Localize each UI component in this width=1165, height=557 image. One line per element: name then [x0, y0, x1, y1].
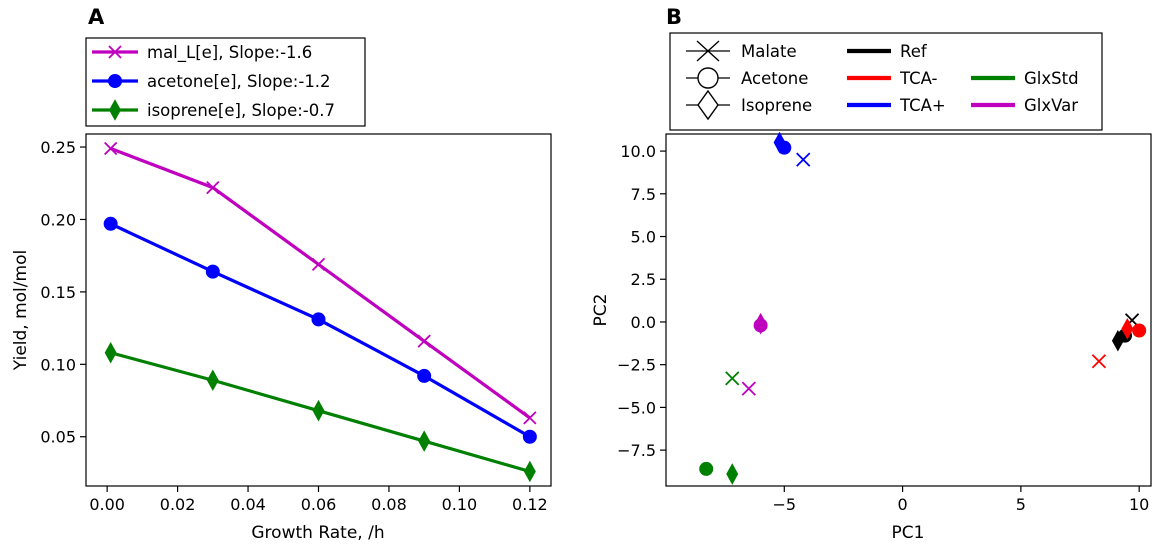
data-point	[523, 460, 536, 483]
legend-label: TCA-	[899, 69, 938, 88]
x-tick-label: 10	[1129, 495, 1149, 514]
legend-marker	[696, 40, 720, 62]
chart-b: −5 0 5 10 −7.5 −5.0 −2.5 0.0 2.5 5.0 7.5 10.0 PC1 P…	[591, 32, 1152, 543]
legend-label: GlxVar	[1024, 96, 1078, 115]
y-tick-label: 0.10	[40, 355, 76, 374]
y-tick-label: 0.25	[40, 138, 76, 157]
data-point	[206, 369, 219, 392]
scatter-point	[1121, 318, 1134, 340]
y-tick-label: 0.0	[631, 313, 656, 332]
data-point	[103, 216, 118, 231]
scatter-point	[1111, 329, 1124, 352]
x-tick-label: 0.04	[230, 495, 266, 514]
scatter-point	[1091, 354, 1107, 369]
legend-marker	[108, 45, 122, 59]
chart-b-x-axis-label: PC1	[892, 523, 925, 543]
scatter-point	[741, 381, 756, 396]
legend-label: Acetone	[741, 69, 808, 88]
scatter-point	[725, 371, 740, 386]
data-point	[523, 411, 537, 425]
data-point	[206, 180, 220, 195]
chart-b-plot-area	[665, 133, 1152, 487]
chart-a-series	[103, 141, 537, 483]
legend-label: TCA+	[899, 96, 946, 115]
x-tick-label: 0.08	[371, 495, 407, 514]
scatter-point	[699, 461, 714, 476]
x-tick-label: 0.00	[89, 495, 125, 514]
y-tick-label: 10.0	[620, 142, 656, 161]
chart-a: 0.00 0.02 0.04 0.06 0.08 0.10 0.12 0.05 0.10 0.15…	[11, 37, 552, 543]
data-point	[104, 141, 118, 156]
chart-b-legend: Malate Acetone Isoprene Ref TCA- TCA+ GlxStd Gl…	[669, 32, 1103, 131]
legend-label: mal_L[e], Slope:-1.6	[147, 43, 312, 63]
panel-a-label: A	[88, 5, 105, 29]
y-tick-label: 0.20	[40, 210, 76, 229]
legend-marker	[108, 74, 122, 88]
scatter-point	[1132, 323, 1147, 338]
data-point	[104, 341, 117, 364]
chart-a-plot-area	[85, 133, 552, 487]
x-tick-label: 5	[1016, 495, 1026, 514]
data-point	[522, 429, 537, 444]
scatter-point	[773, 131, 786, 154]
y-tick-label: 0.15	[40, 283, 76, 302]
chart-b-points	[699, 131, 1147, 485]
y-tick-label: −5.0	[617, 398, 656, 417]
y-tick-label: 0.05	[40, 428, 76, 447]
y-tick-label: −2.5	[617, 356, 656, 375]
legend-label: Malate	[741, 42, 797, 61]
legend-label: acetone[e], Slope:-1.2	[147, 72, 331, 91]
chart-a-ticks: 0.00 0.02 0.04 0.06 0.08 0.10 0.12 0.05 0.10 0.15…	[40, 138, 547, 514]
legend-label: Isoprene	[741, 96, 812, 115]
data-point	[205, 264, 220, 279]
x-tick-label: 0.12	[512, 495, 548, 514]
chart-a-x-axis-label: Growth Rate, /h	[251, 523, 384, 543]
chart-b-ticks: −5 0 5 10 −7.5 −5.0 −2.5 0.0 2.5 5.0 7.5 10.0	[617, 142, 1149, 514]
legend-marker	[697, 67, 719, 89]
legend-label: Ref	[900, 42, 928, 61]
series-line	[110, 146, 531, 420]
legend-marker	[109, 99, 121, 121]
x-tick-label: 0.10	[442, 495, 478, 514]
chart-a-legend: mal_L[e], Slope:-1.6 acetone[e], Slope:-1…	[85, 37, 366, 127]
x-tick-label: 0	[897, 495, 907, 514]
data-point	[417, 334, 431, 348]
chart-b-y-axis-label: PC2	[591, 294, 611, 327]
y-tick-label: −7.5	[617, 441, 656, 460]
data-point	[311, 257, 326, 272]
data-point	[311, 312, 326, 327]
panel-b-label: B	[666, 5, 682, 29]
x-tick-label: 0.02	[160, 495, 196, 514]
data-point	[418, 430, 431, 452]
data-point	[417, 368, 432, 383]
legend-marker	[697, 89, 719, 121]
x-tick-label: −5	[772, 495, 796, 514]
data-point	[312, 399, 325, 422]
scatter-point	[726, 463, 739, 485]
scatter-point	[796, 152, 811, 167]
y-tick-label: 2.5	[631, 270, 656, 289]
legend-label: GlxStd	[1024, 69, 1079, 88]
chart-a-y-axis-label: Yield, mol/mol	[11, 250, 31, 371]
x-tick-label: 0.06	[301, 495, 337, 514]
y-tick-label: 7.5	[631, 185, 656, 204]
legend-label: isoprene[e], Slope:-0.7	[147, 101, 335, 120]
scatter-point	[754, 312, 767, 335]
y-tick-label: 5.0	[631, 228, 656, 247]
